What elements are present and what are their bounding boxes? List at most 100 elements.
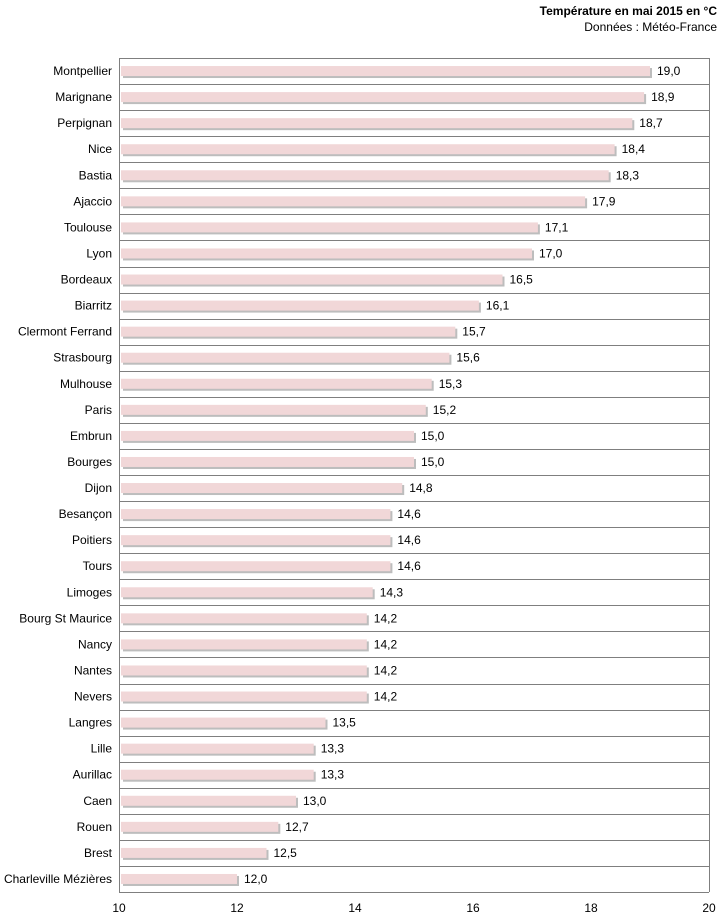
value-label: 12,0 (244, 872, 268, 886)
value-label: 14,8 (409, 481, 433, 495)
bar (121, 691, 367, 702)
bar (121, 456, 414, 467)
bar (121, 587, 373, 598)
bar (121, 639, 367, 650)
bar (121, 561, 391, 572)
bar (121, 248, 532, 259)
bar (121, 847, 267, 858)
category-label: Besançon (59, 507, 112, 521)
category-label: Paris (85, 403, 112, 417)
value-label: 17,0 (539, 246, 563, 260)
category-label: Bourg St Maurice (19, 611, 112, 625)
value-label: 14,2 (374, 611, 398, 625)
value-label: 15,0 (421, 455, 445, 469)
category-label: Perpignan (57, 116, 112, 130)
value-label: 15,2 (433, 403, 457, 417)
category-label: Rouen (77, 820, 112, 834)
category-label: Strasbourg (53, 351, 112, 365)
value-label: 18,7 (639, 116, 663, 130)
category-label: Bordeaux (61, 273, 112, 287)
bar (121, 144, 615, 155)
value-label: 14,2 (374, 690, 398, 704)
category-label: Montpellier (53, 64, 112, 78)
category-label: Mulhouse (60, 377, 112, 391)
value-label: 14,3 (380, 585, 404, 599)
bar (121, 170, 609, 181)
category-label: Nevers (74, 690, 112, 704)
value-label: 14,6 (397, 533, 421, 547)
chart-header: Température en mai 2015 en °C Données : … (540, 3, 717, 35)
bar (121, 613, 367, 624)
bar (121, 300, 479, 311)
x-tick-label: 20 (702, 901, 716, 915)
value-label: 17,9 (592, 194, 616, 208)
category-label: Biarritz (75, 299, 112, 313)
value-label: 17,1 (545, 220, 569, 234)
bar (121, 483, 403, 494)
value-label: 14,2 (374, 637, 398, 651)
bar (121, 665, 367, 676)
chart-title: Température en mai 2015 en °C (539, 4, 717, 18)
bar (121, 66, 650, 77)
bar (121, 326, 456, 337)
bar (121, 795, 296, 806)
category-label: Lille (91, 742, 113, 756)
category-label: Ajaccio (73, 194, 112, 208)
bar (121, 378, 432, 389)
category-label: Bourges (67, 455, 112, 469)
bar (121, 118, 633, 129)
category-label: Caen (83, 794, 112, 808)
bar (121, 535, 391, 546)
value-label: 15,3 (439, 377, 463, 391)
bar (121, 92, 645, 103)
category-label: Poitiers (72, 533, 112, 547)
value-label: 18,9 (651, 90, 675, 104)
category-label: Clermont Ferrand (18, 325, 112, 339)
x-tick-label: 14 (348, 901, 362, 915)
bar (121, 274, 503, 285)
category-label: Embrun (70, 429, 112, 443)
value-label: 16,5 (510, 273, 534, 287)
value-label: 13,3 (321, 742, 345, 756)
category-label: Limoges (67, 585, 112, 599)
bar (121, 769, 314, 780)
category-label: Charleville Mézières (4, 872, 112, 886)
value-label: 16,1 (486, 299, 510, 313)
x-tick-label: 16 (466, 901, 480, 915)
bar (121, 873, 237, 884)
value-label: 15,6 (456, 351, 480, 365)
bar (121, 196, 586, 207)
bar (121, 821, 279, 832)
bar (121, 430, 414, 441)
x-tick-label: 18 (584, 901, 598, 915)
value-label: 15,0 (421, 429, 445, 443)
category-label: Lyon (86, 246, 112, 260)
value-label: 15,7 (462, 325, 486, 339)
value-label: 12,5 (274, 846, 298, 860)
value-label: 13,3 (321, 768, 345, 782)
bar (121, 509, 391, 520)
bar (121, 352, 450, 363)
bar (121, 404, 426, 415)
value-label: 18,4 (622, 142, 646, 156)
category-label: Aurillac (73, 768, 112, 782)
category-label: Tours (83, 559, 112, 573)
value-label: 12,7 (285, 820, 309, 834)
category-label: Nantes (74, 663, 112, 677)
x-tick-label: 10 (112, 901, 126, 915)
bar (121, 717, 326, 728)
category-label: Bastia (79, 168, 113, 182)
category-label: Toulouse (64, 220, 112, 234)
category-label: Nancy (78, 637, 112, 651)
value-label: 13,5 (333, 716, 357, 730)
category-label: Marignane (55, 90, 112, 104)
category-label: Brest (84, 846, 113, 860)
value-label: 13,0 (303, 794, 327, 808)
chart-subtitle: Données : Météo-France (584, 20, 717, 34)
value-label: 18,3 (616, 168, 640, 182)
value-label: 14,6 (397, 559, 421, 573)
value-label: 14,6 (397, 507, 421, 521)
category-label: Nice (88, 142, 112, 156)
value-label: 19,0 (657, 64, 681, 78)
